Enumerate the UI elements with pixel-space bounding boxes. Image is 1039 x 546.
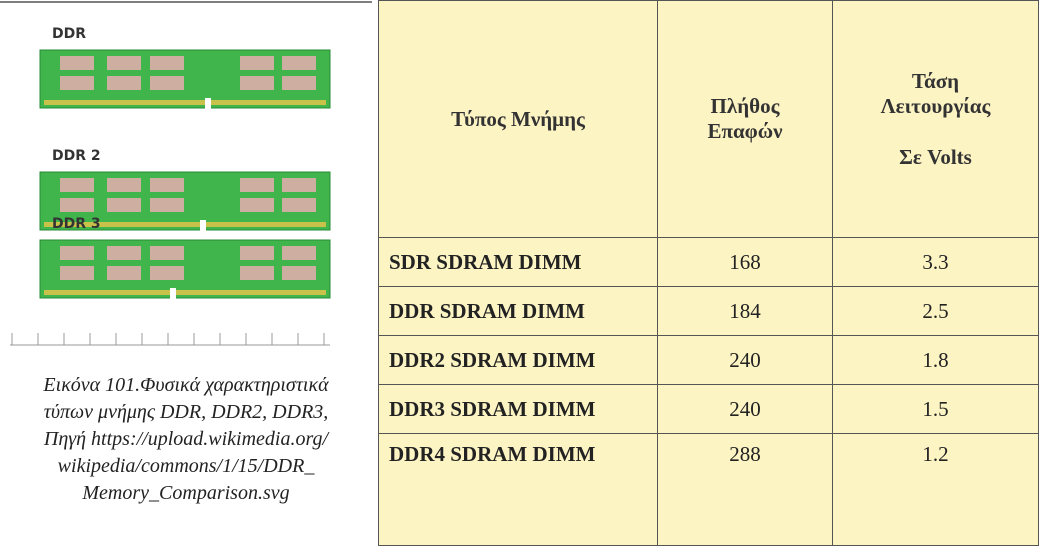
header-cell: Τάση Λειτουργίας Σε Volts — [832, 0, 1039, 239]
chip — [240, 56, 274, 70]
chip — [282, 246, 316, 260]
header-text: Πλήθος — [710, 94, 780, 119]
chip — [107, 56, 141, 70]
header-text: Επαφών — [707, 119, 783, 144]
type-cell: SDR SDRAM DIMM — [378, 237, 658, 288]
value-cell: 240 — [657, 335, 833, 386]
module-label: DDR 2 — [52, 148, 101, 164]
chip — [150, 246, 184, 260]
chip — [60, 198, 94, 212]
chip — [60, 266, 94, 280]
header-cell: Πλήθος Επαφών — [657, 0, 833, 239]
chip — [60, 246, 94, 260]
chip — [240, 198, 274, 212]
chip — [150, 198, 184, 212]
chip — [60, 178, 94, 192]
value-cell: 184 — [657, 286, 833, 337]
notch — [205, 98, 211, 109]
figure: DDR DDR 2 DDR 3 — [0, 1, 372, 346]
value-cell: 1.5 — [832, 384, 1039, 435]
value-cell: 1.8 — [832, 335, 1039, 386]
header-text: Σε Volts — [899, 144, 972, 169]
caption-line: wikipedia/commons/1/15/DDR_ — [57, 455, 315, 477]
contacts — [44, 222, 326, 227]
notch — [200, 220, 206, 231]
caption-line: Memory_Comparison.svg — [82, 482, 290, 504]
chip — [60, 56, 94, 70]
chip — [240, 178, 274, 192]
chip — [282, 76, 316, 90]
caption-line: Πηγή https://upload.wikimedia.org/ — [43, 428, 329, 450]
table-row: DDR4 SDRAM DIMM 288 1.2 — [378, 433, 1039, 546]
chip — [60, 76, 94, 90]
chip — [150, 56, 184, 70]
value-cell: 168 — [657, 237, 833, 288]
header-text: Τύπος Μνήμης — [451, 106, 585, 131]
chip — [150, 76, 184, 90]
module-label: DDR — [52, 26, 86, 42]
type-cell: DDR SDRAM DIMM — [378, 286, 658, 337]
chip — [282, 178, 316, 192]
header-row: Τύπος Μνήμης Πλήθος Επαφών Τάση Λειτουργία… — [378, 0, 1039, 239]
table-row: DDR3 SDRAM DIMM 240 1.5 — [378, 384, 1039, 435]
chip — [240, 266, 274, 280]
table-row: SDR SDRAM DIMM 168 3.3 — [378, 237, 1039, 288]
header-text: Λειτουργίας — [880, 93, 991, 118]
table-row: DDR SDRAM DIMM 184 2.5 — [378, 286, 1039, 337]
chip — [282, 56, 316, 70]
table-row: DDR2 SDRAM DIMM 240 1.8 — [378, 335, 1039, 386]
chip — [107, 198, 141, 212]
header-text: Τάση — [911, 68, 960, 93]
contacts — [44, 290, 326, 295]
chip — [240, 246, 274, 260]
chip — [107, 76, 141, 90]
chip — [282, 198, 316, 212]
value-cell: 2.5 — [832, 286, 1039, 337]
value-cell: 240 — [657, 384, 833, 435]
type-cell: DDR3 SDRAM DIMM — [378, 384, 658, 435]
chip — [150, 266, 184, 280]
module-label: DDR 3 — [52, 216, 101, 232]
value-cell: 3.3 — [832, 237, 1039, 288]
caption-line: Εικόνα 101.Φυσικά χαρακτηριστικά — [43, 374, 329, 396]
caption-line: τύπων μνήμης DDR, DDR2, DDR3, — [43, 401, 329, 423]
value-cell: 1.2 — [832, 433, 1039, 546]
caption: Εικόνα 101.Φυσικά χαρακτηριστικά τύπων μν… — [0, 372, 372, 507]
contacts — [44, 100, 326, 105]
header-cell: Τύπος Μνήμης — [378, 0, 658, 239]
chip — [107, 246, 141, 260]
chip — [107, 266, 141, 280]
chip — [240, 76, 274, 90]
chip — [282, 266, 316, 280]
chip — [107, 178, 141, 192]
notch — [170, 288, 176, 299]
type-cell: DDR2 SDRAM DIMM — [378, 335, 658, 386]
chip — [150, 178, 184, 192]
value-cell: 288 — [657, 433, 833, 546]
memory-table: Τύπος Μνήμης Πλήθος Επαφών Τάση Λειτουργία… — [378, 0, 1039, 546]
type-cell: DDR4 SDRAM DIMM — [378, 433, 658, 546]
